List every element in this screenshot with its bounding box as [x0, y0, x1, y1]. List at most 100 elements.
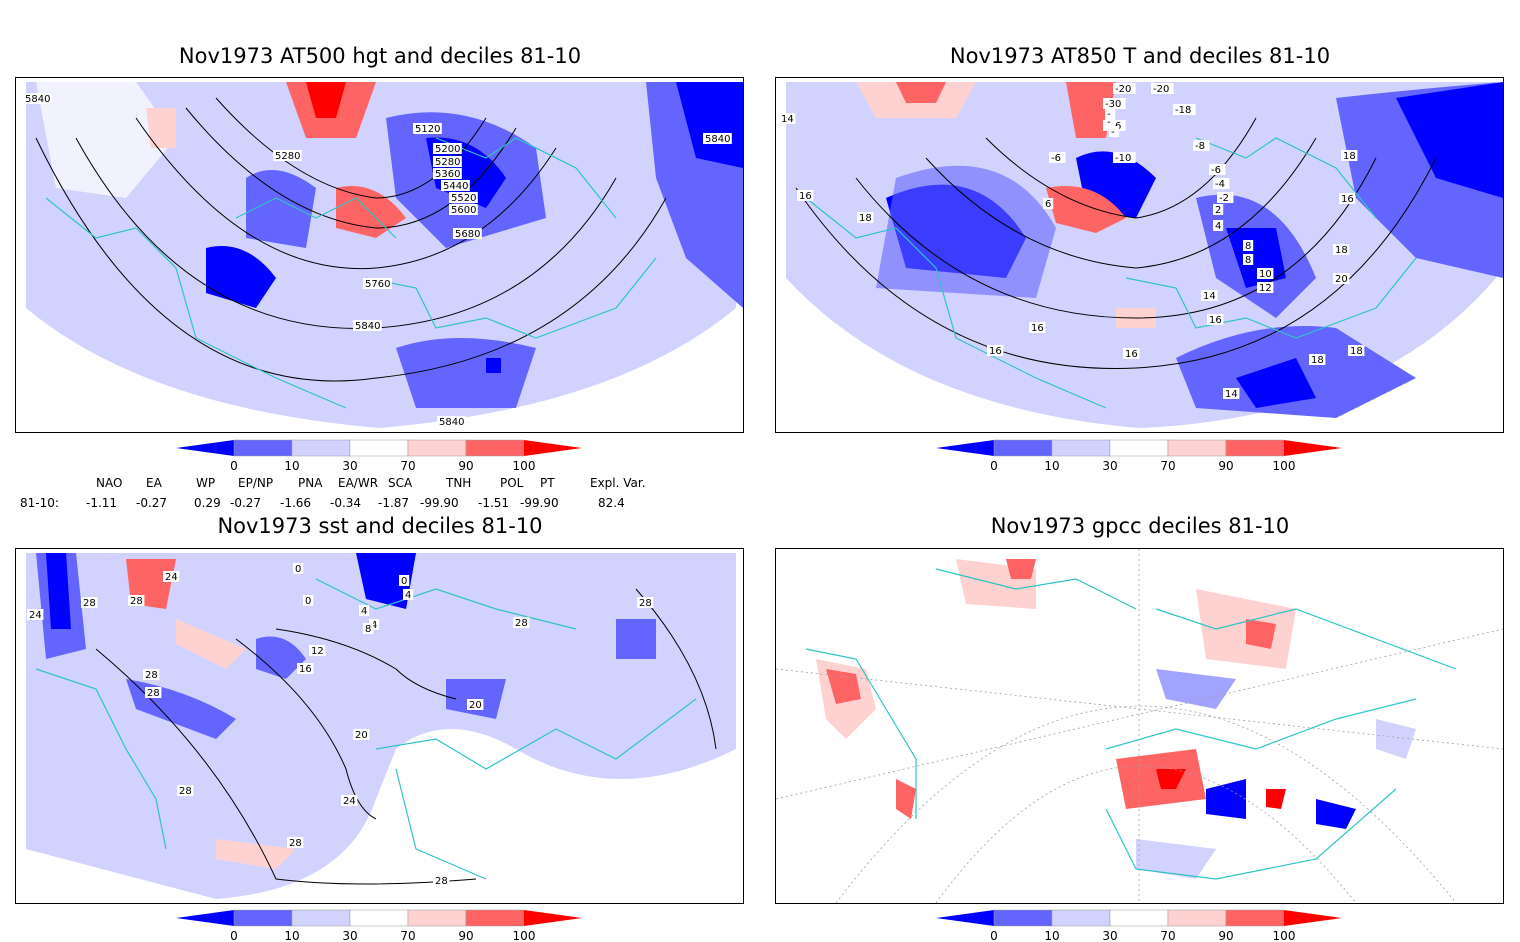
coastlines	[35, 578, 697, 880]
colorbar-tick-label: 90	[1218, 929, 1233, 942]
svg-text:5280: 5280	[435, 157, 460, 168]
colorbar-tick-label: 90	[458, 459, 473, 472]
index-value-epnp: -0.27	[230, 496, 262, 510]
index-row-label: 81-10:	[20, 496, 59, 510]
contour-label: 5360	[433, 168, 462, 180]
contour-label: 18	[1348, 345, 1365, 357]
contour-label: -4	[1213, 178, 1230, 190]
contour-label: 0	[293, 563, 304, 575]
index-value-eawr: -0.34	[330, 496, 362, 510]
contour-label: 5120	[413, 123, 442, 135]
svg-text:-10: -10	[1115, 153, 1131, 164]
grid-lines	[776, 549, 1503, 903]
contour-label: 8	[363, 623, 374, 635]
svg-text:14: 14	[1225, 389, 1238, 400]
colorbar-segment	[291, 439, 351, 457]
svg-text:18: 18	[859, 213, 872, 224]
index-value-tnh: -99.90	[420, 496, 459, 510]
contour-label: 16	[987, 345, 1004, 357]
height-contours	[35, 97, 667, 382]
contour-label: 12	[309, 645, 326, 657]
svg-text:12: 12	[1259, 283, 1272, 294]
svg-text:28: 28	[145, 670, 158, 681]
colorbar-tick-label: 100	[1273, 459, 1296, 472]
svg-text:5760: 5760	[365, 279, 390, 290]
svg-text:-30: -30	[1105, 99, 1121, 110]
contour-label: 28	[145, 687, 162, 699]
colorbar-arrow-low	[176, 440, 234, 456]
panel-title-t850: Nov1973 AT850 T and deciles 81-10	[949, 44, 1331, 68]
contour-label: 24	[163, 571, 180, 583]
contour-labels-z500: 5840528051205200528053605440552056005680…	[23, 93, 732, 428]
svg-text:18: 18	[1311, 355, 1324, 366]
colorbar-tick-label: 30	[1102, 459, 1117, 472]
contour-label: -	[1105, 108, 1116, 120]
contour-label: -30	[1103, 98, 1126, 110]
svg-text:5440: 5440	[443, 181, 468, 192]
svg-text:5600: 5600	[451, 205, 476, 216]
contour-label: 5680	[453, 228, 482, 240]
index-name-sca: SCA	[388, 476, 413, 490]
colorbar-arrow-high	[1284, 440, 1342, 456]
index-name-tnh: TNH	[446, 476, 472, 490]
contour-label: 5280	[273, 150, 302, 162]
svg-text:4: 4	[405, 590, 411, 601]
colorbar-tick-label: 0	[230, 459, 238, 472]
colorbar-tick-label: 90	[458, 929, 473, 942]
contour-label: 16	[1029, 322, 1046, 334]
colorbar-segment	[407, 439, 467, 457]
index-name-ea: EA	[146, 476, 162, 490]
contour-label: 28	[81, 597, 98, 609]
contour-label: 16	[297, 663, 314, 675]
contour-label: 2	[1213, 204, 1224, 216]
svg-text:4: 4	[371, 620, 377, 631]
svg-text:20: 20	[355, 730, 368, 741]
contour-label: 5760	[363, 278, 392, 290]
colorbar-arrow-low	[936, 910, 994, 926]
contour-label: 18	[857, 212, 874, 224]
contour-label: 14	[1223, 388, 1240, 400]
svg-text:5840: 5840	[355, 321, 380, 332]
svg-text:5360: 5360	[435, 169, 460, 180]
colorbar-bottom-left: 0 10 30 70 90 100	[176, 909, 582, 942]
colorbar-segment	[993, 909, 1053, 927]
svg-text:-: -	[1107, 117, 1111, 128]
contour-label: 28	[128, 595, 145, 607]
colorbar-tick-label: 30	[342, 929, 357, 942]
svg-text:28: 28	[639, 598, 652, 609]
colorbar-tick-label: 30	[1102, 929, 1117, 942]
contour-label: -8	[1193, 140, 1210, 152]
svg-text:28: 28	[515, 618, 528, 629]
contour-label: 4	[403, 589, 414, 601]
colorbar-tick-label: 90	[1218, 459, 1233, 472]
svg-text:-6: -6	[1211, 165, 1221, 176]
contour-label: -18	[1173, 104, 1196, 116]
colorbar-segment	[349, 909, 409, 927]
index-name-epnp: EP/NP	[238, 476, 274, 490]
index-name-pol: POL	[500, 476, 524, 490]
svg-text:16: 16	[299, 664, 312, 675]
svg-text:-4: -4	[1215, 179, 1225, 190]
contour-label: 0	[303, 595, 314, 607]
svg-text:28: 28	[83, 598, 96, 609]
svg-text:20: 20	[469, 700, 482, 711]
svg-text:4: 4	[1215, 221, 1221, 232]
svg-text:-18: -18	[1175, 105, 1191, 116]
map-t850	[786, 82, 1503, 428]
contour-label: -	[1109, 126, 1120, 138]
contour-label: 8	[1243, 254, 1254, 266]
contour-label: 5280	[433, 156, 462, 168]
svg-text:5280: 5280	[275, 151, 300, 162]
contour-label: -10	[1113, 152, 1136, 164]
svg-text:28: 28	[130, 596, 143, 607]
colorbar-tick-label: 10	[284, 929, 299, 942]
contour-label: -20	[1151, 83, 1174, 95]
svg-text:8: 8	[1245, 255, 1251, 266]
svg-text:0: 0	[401, 576, 407, 587]
colorbar-arrow-high	[524, 440, 582, 456]
index-value-sca: -1.87	[378, 496, 410, 510]
index-name-expl-var: Expl. Var.	[590, 476, 646, 490]
contour-label: 28	[143, 669, 160, 681]
colorbar-tick-label: 70	[1160, 929, 1175, 942]
svg-text:2: 2	[1215, 205, 1221, 216]
